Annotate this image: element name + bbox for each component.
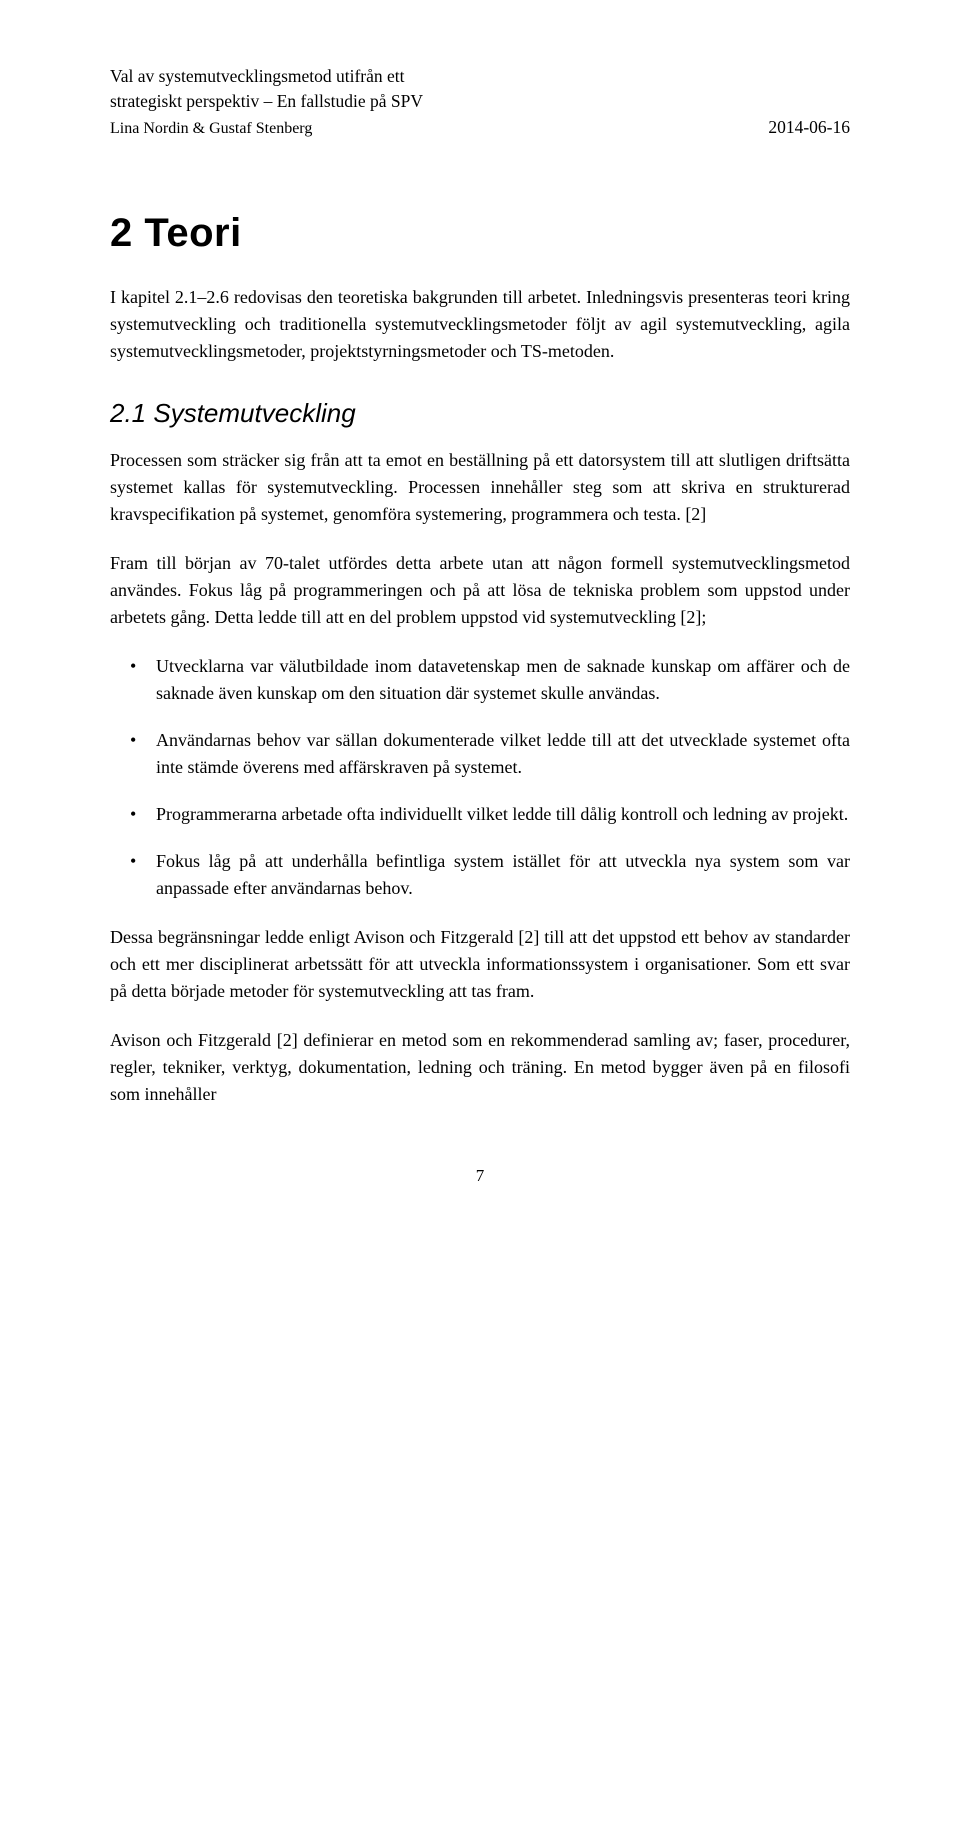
header-title-line2: strategiskt perspektiv – En fallstudie p… <box>110 89 850 114</box>
header-authors: Lina Nordin & Gustaf Stenberg <box>110 117 312 140</box>
running-header: Val av systemutvecklingsmetod utifrån et… <box>110 64 850 140</box>
header-author-row: Lina Nordin & Gustaf Stenberg 2014-06-16 <box>110 115 850 140</box>
section-paragraph-2: Fram till början av 70-talet utfördes de… <box>110 550 850 631</box>
chapter-heading: 2 Teori <box>110 204 850 262</box>
header-date: 2014-06-16 <box>768 115 850 140</box>
header-title-block: Val av systemutvecklingsmetod utifrån et… <box>110 64 850 115</box>
list-item: Fokus låg på att underhålla befintliga s… <box>110 848 850 902</box>
section-paragraph-3: Dessa begränsningar ledde enligt Avison … <box>110 924 850 1005</box>
section-paragraph-4: Avison och Fitzgerald [2] definierar en … <box>110 1027 850 1108</box>
section-heading: 2.1 Systemutveckling <box>110 395 850 433</box>
bullet-list: Utvecklarna var välutbildade inom datave… <box>110 653 850 902</box>
list-item: Användarnas behov var sällan dokumentera… <box>110 727 850 781</box>
section-paragraph-1: Processen som sträcker sig från att ta e… <box>110 447 850 528</box>
header-title-line1: Val av systemutvecklingsmetod utifrån et… <box>110 64 850 89</box>
chapter-intro-paragraph: I kapitel 2.1–2.6 redovisas den teoretis… <box>110 284 850 365</box>
page-number: 7 <box>110 1164 850 1189</box>
list-item: Programmerarna arbetade ofta individuell… <box>110 801 850 828</box>
list-item: Utvecklarna var välutbildade inom datave… <box>110 653 850 707</box>
